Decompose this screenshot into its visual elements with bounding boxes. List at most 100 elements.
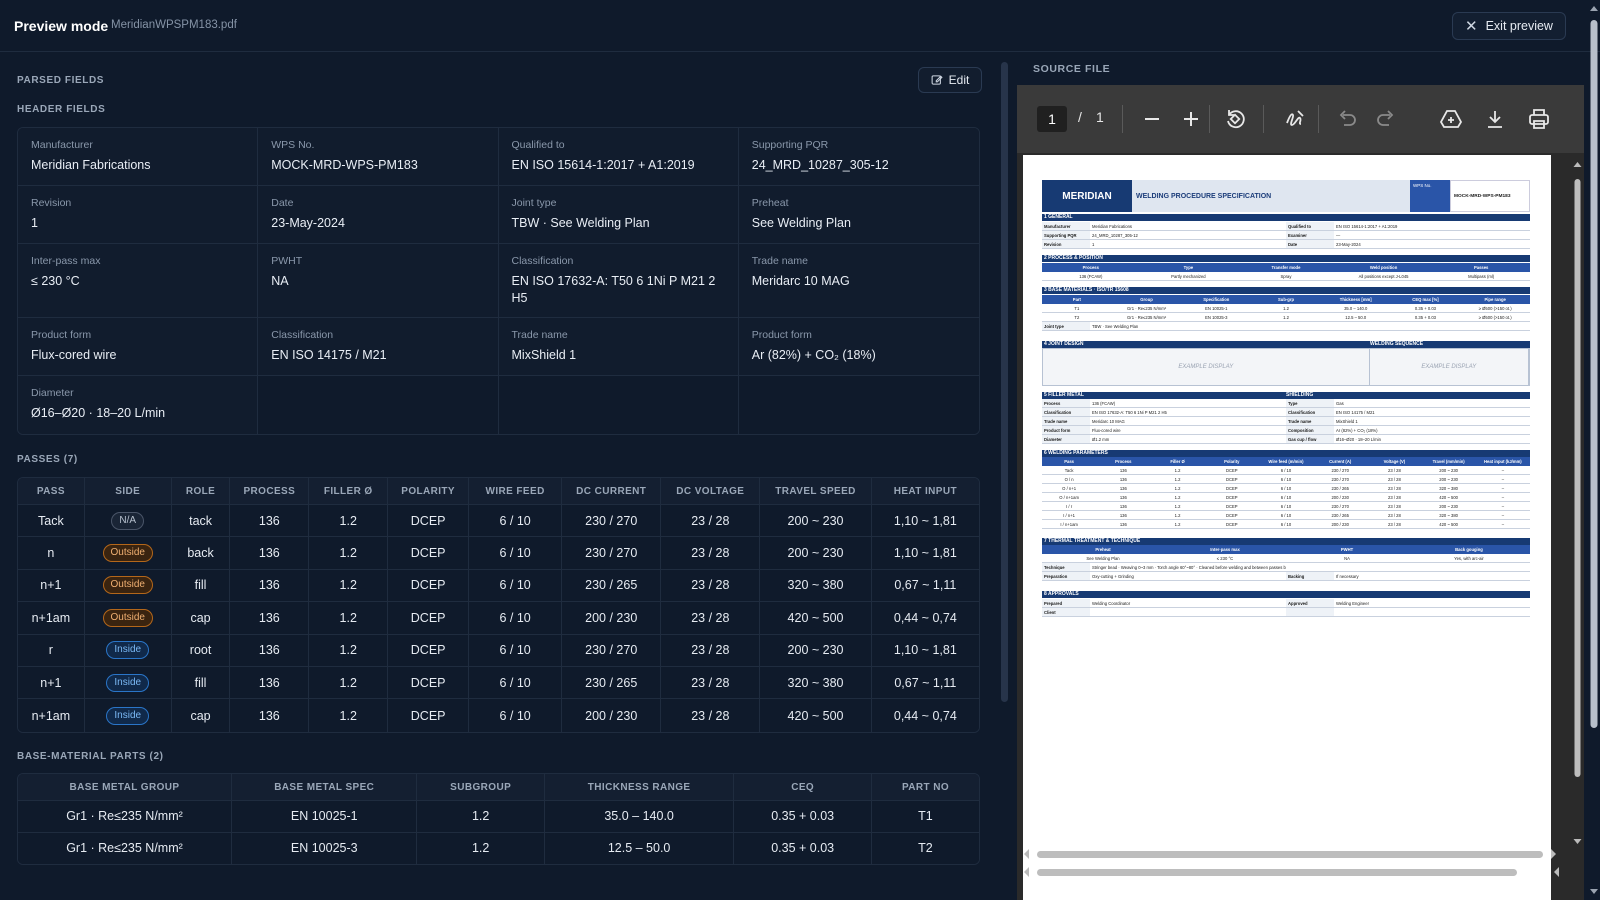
pdf-page: MERIDIAN WELDING PROCEDURE SPECIFICATION… xyxy=(1023,155,1551,900)
cell-ceq: 0.35 + 0.03 xyxy=(734,832,872,864)
pdf-cell: MixShield 1 xyxy=(1336,419,1358,424)
side-badge: N/A xyxy=(111,511,145,530)
cell-voltage: 23 / 28 xyxy=(661,569,761,603)
cell-wire: 6 / 10 xyxy=(469,666,563,700)
cell-polarity: DCEP xyxy=(388,699,470,732)
empty-cell xyxy=(258,376,499,434)
pdf-section-header: SHIELDING xyxy=(1286,392,1314,398)
field-supporting-pqr: Supporting PQR 24_MRD_10287_305-12 xyxy=(738,128,979,185)
pdf-cell: DCEP xyxy=(1225,495,1238,500)
pdf-cell: Current (A) xyxy=(1329,459,1352,464)
side-badge: Inside xyxy=(106,673,150,692)
pdf-table-row: O / n 136 1.2 DCEP 6 / 10 230 / 270 23 / 28 200… xyxy=(1042,475,1530,484)
pdf-cell: Wire feed (m/min) xyxy=(1268,459,1304,464)
pdf-cell: 1.2 xyxy=(1174,522,1181,527)
zoom-in-icon[interactable] xyxy=(1179,107,1203,131)
table-row[interactable]: Tack N/A tack 136 1.2 DCEP 6 / 10 230 / 270 23 /… xyxy=(18,505,979,538)
table-row[interactable]: n+1am Outside cap 136 1.2 DCEP 6 / 10 200 / 230… xyxy=(18,602,979,635)
pdf-cell: 230 / 265 xyxy=(1331,486,1349,491)
zoom-out-icon[interactable] xyxy=(1140,107,1164,131)
table-row[interactable]: Gr1 · Re≤235 N/mm² EN 10025-3 1.2 12.5 – 50… xyxy=(18,832,979,864)
pdf-table-header: Preheat Inter-pass max PWHT Back gouging xyxy=(1042,545,1530,554)
cell-polarity: DCEP xyxy=(388,569,470,603)
pdf-row: Preparation Oxy-cutting + Grinding Backing… xyxy=(1042,572,1530,581)
cell-group: Gr1 · Re≤235 N/mm² xyxy=(18,801,232,833)
pdf-section-header: 7 THERMAL TREATMENT & TECHNIQUE xyxy=(1042,538,1530,545)
field-label: Classification xyxy=(511,255,574,267)
undo-icon[interactable] xyxy=(1335,107,1359,131)
draw-icon[interactable] xyxy=(1283,107,1307,131)
column-header: PART NO xyxy=(871,774,979,801)
pdf-section-header: 8 APPROVALS xyxy=(1042,591,1530,598)
page-horizontal-scrollbar[interactable] xyxy=(1023,865,1563,879)
rotate-icon[interactable] xyxy=(1223,107,1247,131)
pdf-cell: DCEP xyxy=(1225,486,1238,491)
pdf-cell: T2 xyxy=(1074,315,1080,320)
pdf-toolbar: 1 / 1 xyxy=(1017,85,1584,153)
page-number-input[interactable]: 1 xyxy=(1037,106,1067,132)
pdf-cell: 320 ~ 380 xyxy=(1439,513,1459,518)
table-row[interactable]: n+1 Outside fill 136 1.2 DCEP 6 / 10 230 / 265 2… xyxy=(18,569,979,603)
edit-button[interactable]: Edit xyxy=(918,67,982,93)
pdf-viewer[interactable]: MERIDIAN WELDING PROCEDURE SPECIFICATION… xyxy=(1017,153,1584,900)
pdf-block: Process Type Transfer mode Weld position Pas… xyxy=(1042,263,1530,281)
print-icon[interactable] xyxy=(1527,107,1551,131)
pdf-cell: 320 ~ 380 xyxy=(1439,486,1459,491)
pdf-horizontal-scrollbar[interactable] xyxy=(1023,847,1563,861)
pdf-block: Manufacturer Meridian Fabrications Qualifi… xyxy=(1042,222,1530,249)
window-scrollbar[interactable] xyxy=(1588,0,1600,900)
column-header: BASE METAL SPEC xyxy=(232,774,418,801)
field-value: TBW · See Welding Plan xyxy=(511,216,650,230)
cell-role: fill xyxy=(171,666,231,700)
pdf-block: Pass Process Filler Ø Polarity Wire feed (m/… xyxy=(1042,457,1530,529)
table-row[interactable]: n+1am Inside cap 136 1.2 DCEP 6 / 10 200 / 230 2… xyxy=(18,699,979,732)
pdf-cell: 1.2 xyxy=(1174,468,1181,473)
pdf-cell: – xyxy=(1501,504,1505,509)
field-product-form: Product form Ar (82%) + CO₂ (18%) xyxy=(738,318,979,375)
exit-preview-button[interactable]: ✕ Exit preview xyxy=(1452,12,1566,40)
pdf-cell: 1 xyxy=(1092,242,1095,247)
pdf-table-row: T2 Gr1 · Re≤235 N/mm² EN 10025-3 1.2 12.5 – … xyxy=(1042,313,1530,322)
cell-side: Inside xyxy=(84,699,172,732)
pdf-cell: Oxy-cutting + Grinding xyxy=(1092,574,1134,579)
pdf-cell: 230 / 270 xyxy=(1331,477,1349,482)
toolbar-divider xyxy=(1263,105,1264,133)
cell-current: 230 / 270 xyxy=(562,634,662,667)
pdf-cell: All positions except J-L045 xyxy=(1358,274,1409,279)
pdf-cell xyxy=(1090,608,1286,616)
field-value: 1 xyxy=(31,216,38,230)
download-icon[interactable] xyxy=(1483,107,1507,131)
pdf-cell: 1.2 xyxy=(1174,477,1181,482)
side-badge: Outside xyxy=(102,576,153,595)
redo-icon[interactable] xyxy=(1374,107,1398,131)
cell-role: root xyxy=(171,634,231,667)
column-header: HEAT INPUT xyxy=(871,478,979,505)
cell-role: back xyxy=(171,537,231,570)
table-row[interactable]: Gr1 · Re≤235 N/mm² EN 10025-1 1.2 35.0 – 14… xyxy=(18,801,979,833)
pdf-cell: Welding Coordinator xyxy=(1092,601,1131,606)
cell-current: 200 / 230 xyxy=(562,699,662,732)
pdf-cell: Technique xyxy=(1042,563,1090,571)
pdf-table-row: I / n+1 136 1.2 DCEP 6 / 10 230 / 265 23 / 28 3… xyxy=(1042,511,1530,520)
pdf-title: WELDING PROCEDURE SPECIFICATION xyxy=(1132,180,1410,212)
cell-filler: 1.2 xyxy=(309,569,389,603)
cell-polarity: DCEP xyxy=(388,537,470,570)
table-row[interactable]: n+1 Inside fill 136 1.2 DCEP 6 / 10 230 / 265 23… xyxy=(18,666,979,700)
table-row[interactable]: n Outside back 136 1.2 DCEP 6 / 10 230 / 270 23 … xyxy=(18,537,979,570)
cell-current: 230 / 265 xyxy=(562,666,662,700)
pdf-cell: Group xyxy=(1140,297,1153,302)
pdf-cell: EN 10025-1 xyxy=(1205,306,1228,311)
field-value: 23-May-2024 xyxy=(271,216,345,230)
pdf-cell: Heat input (kJ/mm) xyxy=(1484,459,1522,464)
pdf-cell: – xyxy=(1501,468,1505,473)
pdf-cell: Process xyxy=(1115,459,1132,464)
pdf-vertical-scrollbar[interactable] xyxy=(1573,161,1582,851)
table-row[interactable]: r Inside root 136 1.2 DCEP 6 / 10 230 / 270 23 /… xyxy=(18,634,979,667)
passes-label: PASSES (7) xyxy=(17,454,78,465)
drive-icon[interactable] xyxy=(1439,107,1463,131)
cell-heat: 1,10 ~ 1,81 xyxy=(871,505,979,538)
pdf-cell: ≥ Ø500 (>150 ot.) xyxy=(1478,306,1512,311)
toolbar-divider xyxy=(1318,105,1319,133)
left-scrollbar[interactable] xyxy=(1001,62,1008,702)
field-label: Revision xyxy=(31,197,72,209)
